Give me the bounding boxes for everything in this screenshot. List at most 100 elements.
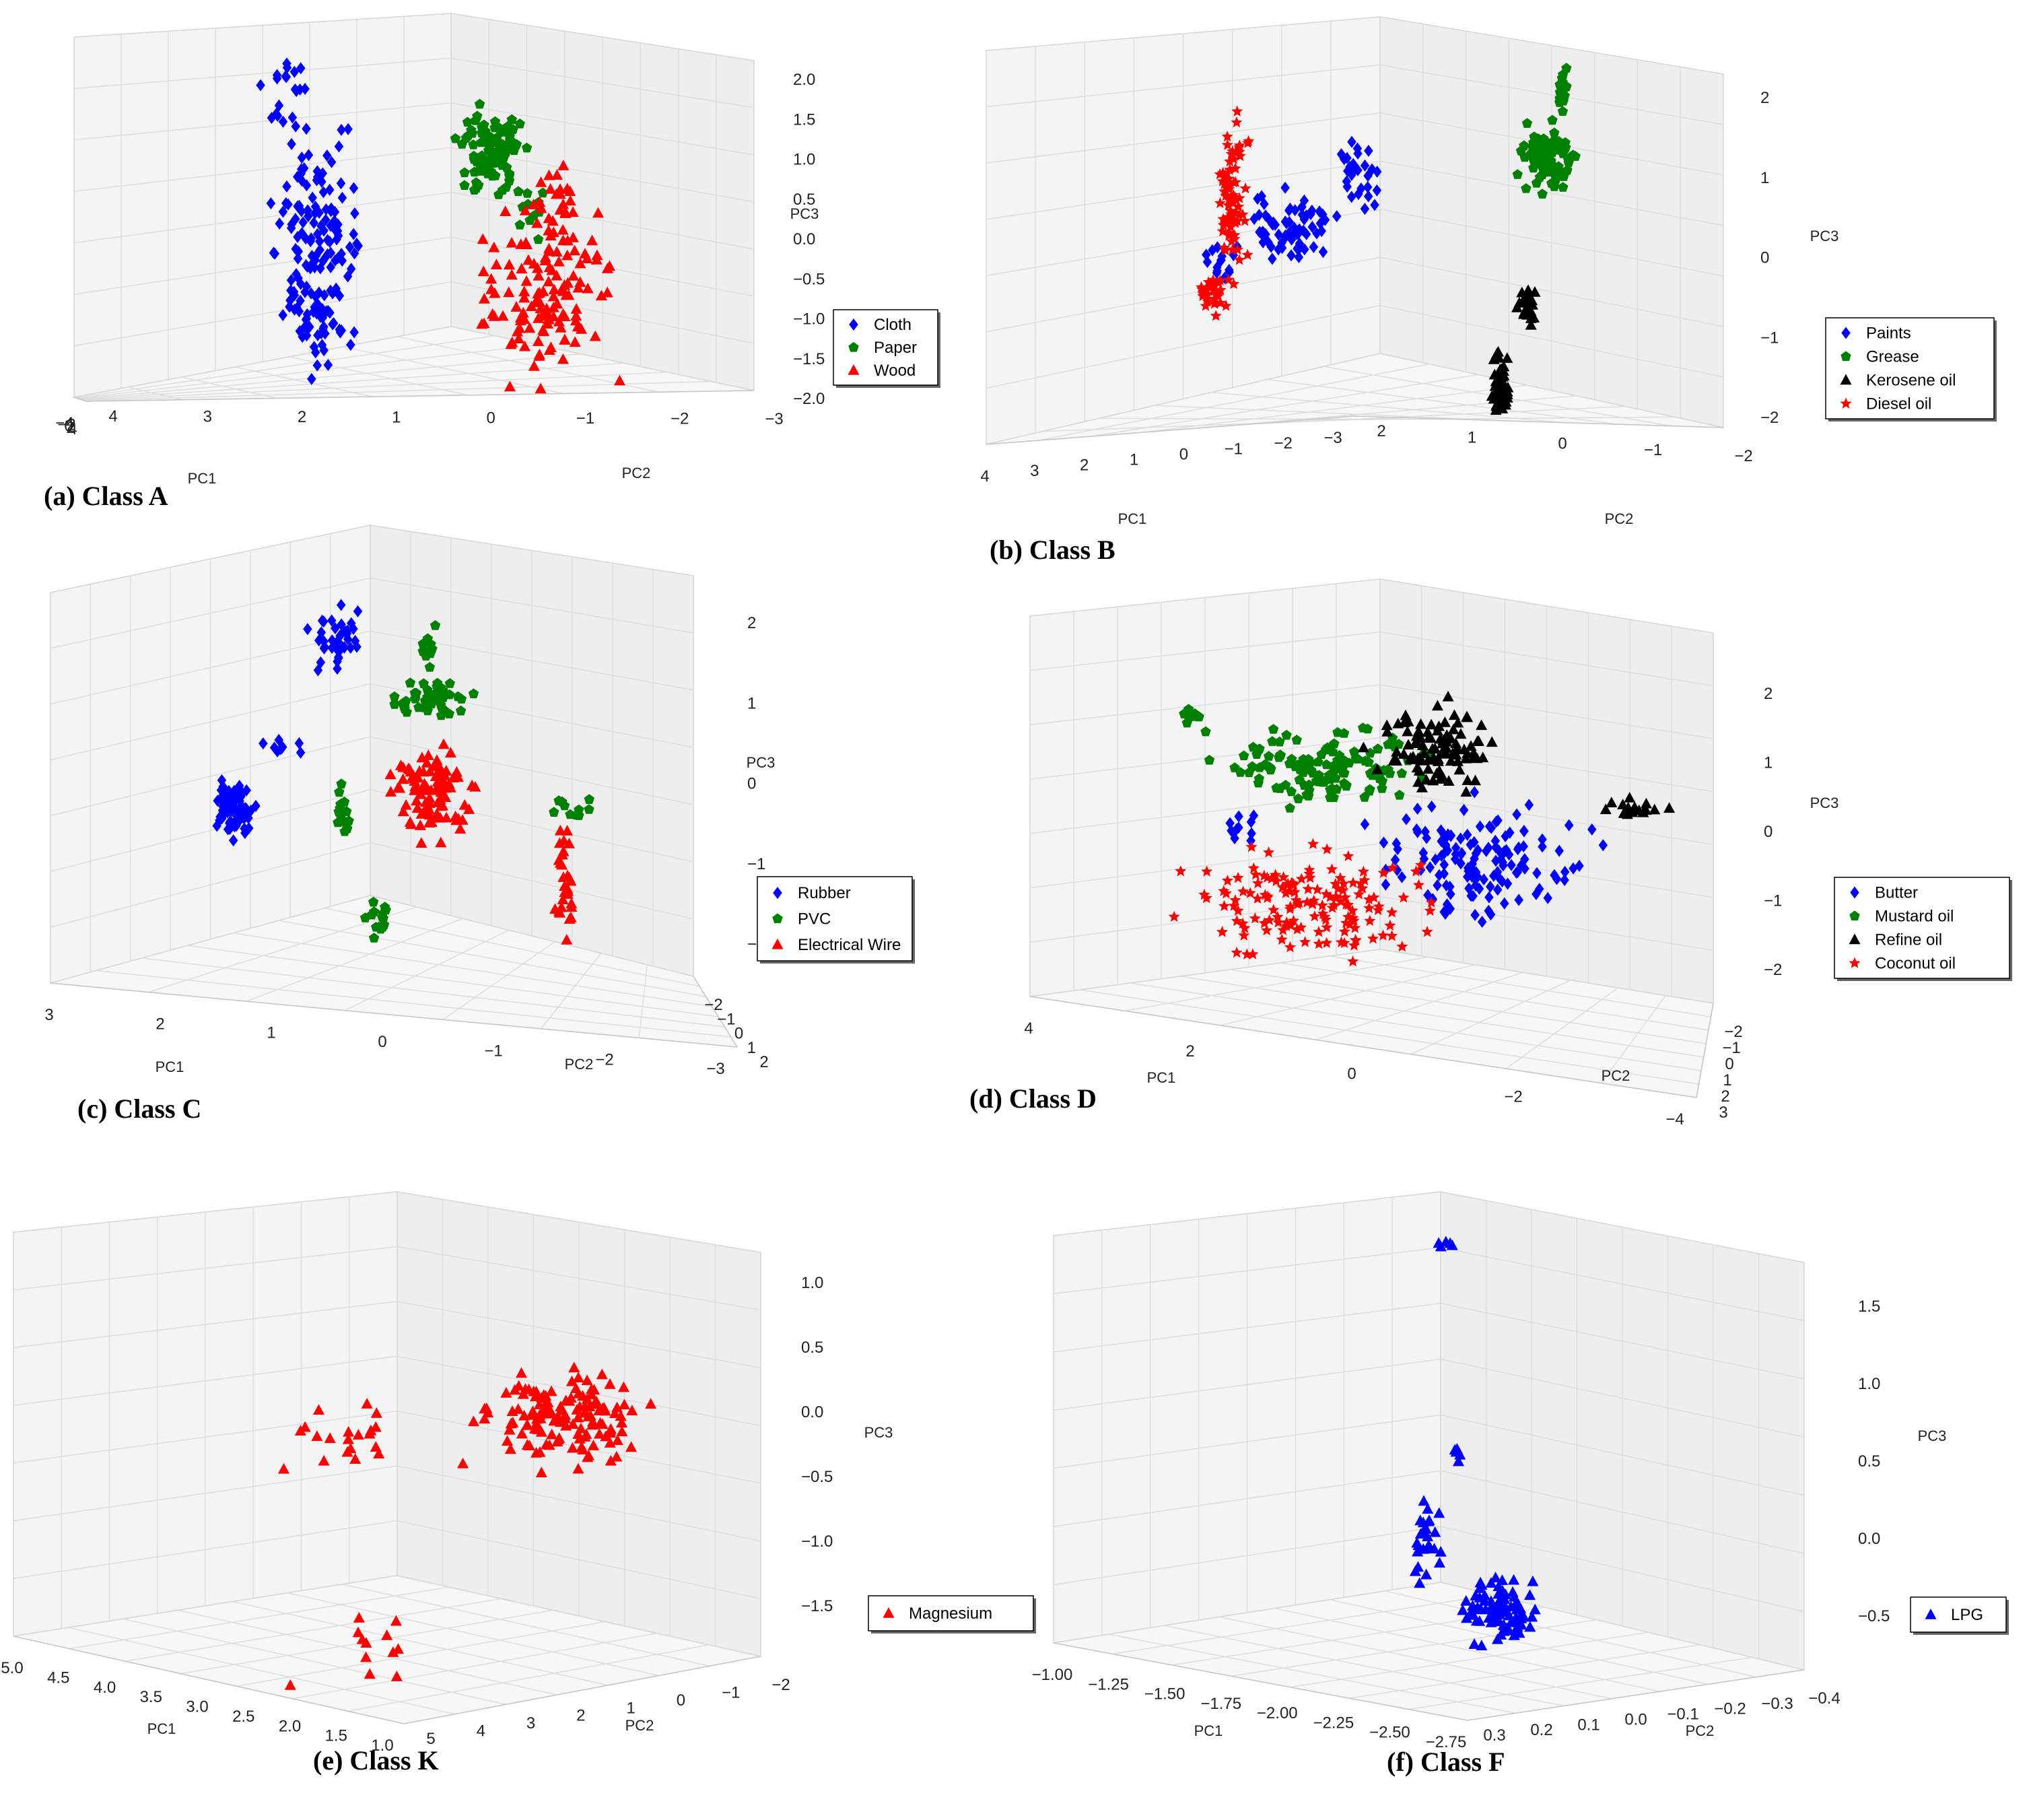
wood-point (574, 257, 586, 269)
paper-point (462, 116, 473, 127)
magnesium-point (352, 1626, 364, 1638)
grid-line (397, 1301, 761, 1369)
magnesium-point (312, 1404, 324, 1415)
refine-oil-point (1476, 719, 1488, 731)
electrical-wire-point (437, 773, 449, 784)
pc2-tick-label: −0.1 (1667, 1706, 1698, 1724)
magnesium-point (545, 1385, 557, 1396)
kerosene-oil-point (1490, 375, 1502, 386)
paints-point (1320, 213, 1330, 226)
coconut-oil-point (1258, 917, 1270, 929)
coconut-oil-point (1272, 916, 1284, 928)
paints-point (1280, 181, 1290, 194)
legend-marker-pvc (772, 913, 783, 924)
refine-oil-point (1426, 743, 1439, 754)
paper-point (506, 114, 517, 125)
electrical-wire-point (444, 747, 456, 758)
legend: Cloth Paper Wood (833, 309, 940, 388)
magnesium-point (616, 1425, 628, 1437)
cloth-point (337, 248, 346, 261)
lpg-point (1433, 1507, 1445, 1518)
cloth-point (272, 69, 282, 81)
grease-point (1570, 151, 1581, 161)
lpg-point (1414, 1577, 1426, 1588)
pc1-axis-label: PC1 (1147, 1069, 1176, 1086)
cloth-point (308, 191, 317, 204)
pvc-point (411, 687, 422, 698)
wood-point (601, 286, 613, 298)
coconut-oil-point (1251, 892, 1264, 904)
grid-line (1039, 364, 1429, 441)
coconut-oil-point (1261, 924, 1273, 936)
refine-oil-point (1427, 774, 1439, 786)
paper-point (469, 166, 480, 177)
magnesium-point (352, 1429, 364, 1440)
grid-line (187, 945, 719, 1017)
grid-line (1053, 1303, 1441, 1353)
coconut-oil-point (1319, 914, 1332, 925)
coconut-oil-point (1342, 850, 1354, 861)
magnesium-point (390, 1615, 402, 1626)
grease-point (1528, 137, 1539, 147)
legend-marker-paper (848, 341, 859, 352)
cloth-point (308, 306, 318, 318)
cloth-point (278, 205, 288, 218)
series-paper (450, 98, 549, 244)
diesel-oil-point (1214, 197, 1226, 209)
magnesium-point (556, 1403, 568, 1415)
pc2-tick-label: 2 (1721, 1087, 1729, 1106)
coconut-oil-point (1367, 933, 1379, 944)
grid-line (1330, 1599, 1709, 1685)
pc1-tick-label: 1.5 (325, 1727, 347, 1745)
pc2-tick-label: 3 (526, 1714, 535, 1732)
lpg-point (1474, 1592, 1486, 1603)
rubber-point (331, 622, 340, 635)
series-wood (476, 160, 626, 394)
rubber-point (333, 651, 343, 664)
wood-point (560, 289, 572, 300)
refine-oil-point (1450, 737, 1462, 749)
coconut-oil-point (1303, 867, 1315, 879)
coconut-oil-point (1342, 899, 1354, 910)
paper-point (459, 180, 470, 190)
rubber-point (345, 641, 355, 654)
grease-point (1543, 143, 1554, 154)
grid-line (397, 1465, 761, 1542)
cloth-point (309, 341, 319, 353)
wood-point (534, 196, 546, 207)
grid-line (324, 907, 700, 987)
coconut-oil-point (1346, 904, 1359, 916)
paints-point (1264, 236, 1273, 248)
coconut-oil-point (1386, 906, 1398, 918)
mustard-oil-point (1396, 768, 1407, 778)
pc2-tick-label: 0.1 (1577, 1716, 1600, 1734)
grid-line (1231, 1619, 1597, 1677)
wood-point (543, 242, 555, 254)
grid-line (442, 941, 555, 1020)
grid-line (1505, 987, 1618, 1069)
pc2-tick-label: 0 (1558, 435, 1567, 453)
paints-point (1307, 220, 1317, 233)
legend-label: Butter (1875, 884, 1918, 902)
paper-point (514, 220, 525, 230)
paints-point (1260, 197, 1269, 210)
coconut-oil-point (1384, 919, 1396, 931)
electrical-wire-point (432, 809, 444, 821)
rubber-point (337, 618, 346, 631)
grid-line (82, 372, 668, 401)
refine-oil-point (1617, 799, 1629, 809)
wood-point (569, 244, 581, 256)
rubber-point (294, 737, 304, 749)
series-coconut-oil (1168, 838, 1437, 967)
pc2-tick-label: 4 (477, 1722, 485, 1741)
kerosene-oil-point (1525, 305, 1537, 316)
electrical-wire-point (553, 854, 565, 865)
wood-point (567, 231, 579, 242)
grid-line (450, 281, 755, 344)
coconut-oil-point (1218, 900, 1231, 912)
diesel-oil-point (1231, 116, 1243, 128)
wood-point (601, 262, 614, 273)
wood-point (524, 322, 536, 333)
pc2-tick-label: 3 (203, 408, 212, 426)
grid-line (1301, 416, 1675, 421)
